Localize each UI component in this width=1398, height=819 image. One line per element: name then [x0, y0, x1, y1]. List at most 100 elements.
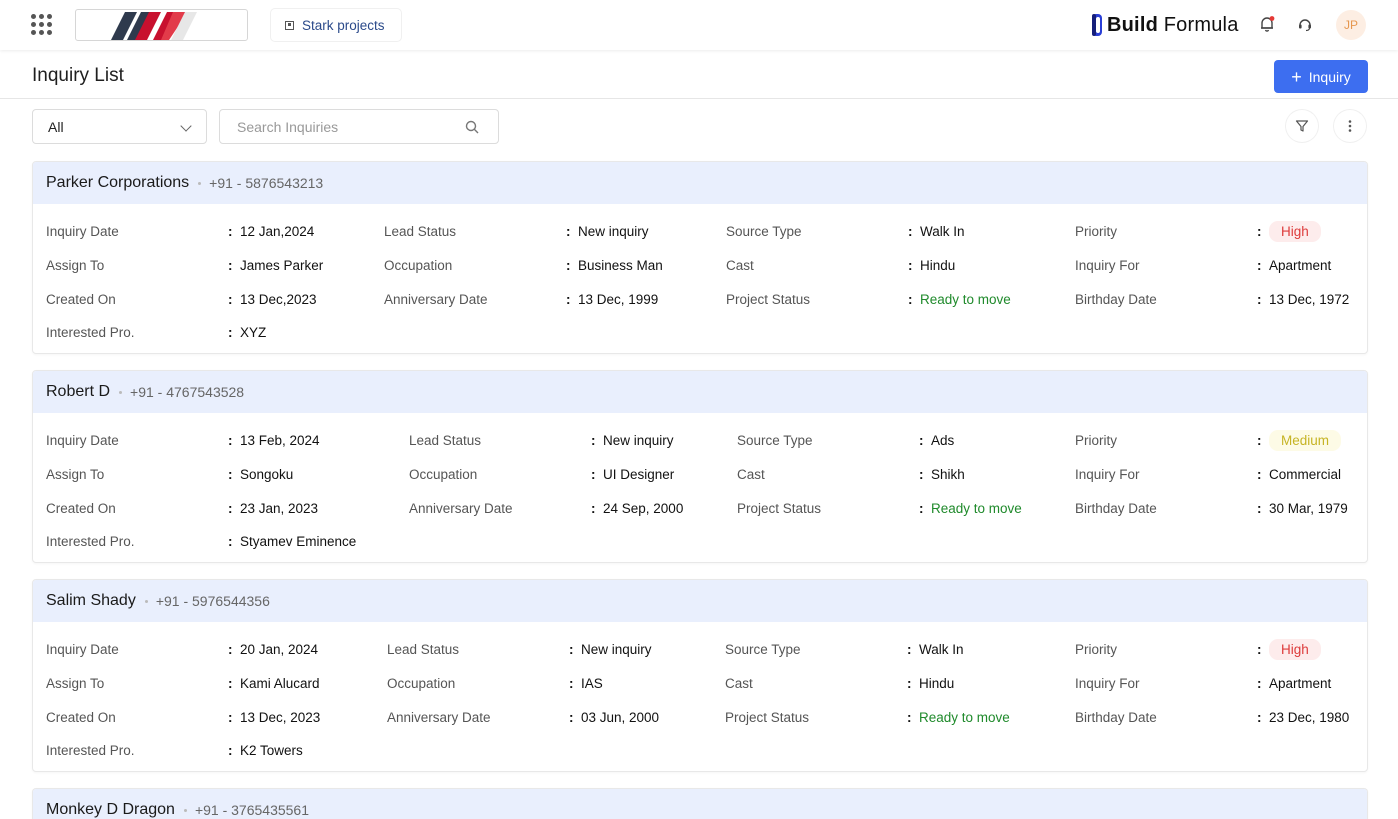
project-status-value: Ready to move: [919, 710, 1010, 725]
birthday-date-label: Birthday Date: [1075, 292, 1157, 307]
inquiry-card-header[interactable]: Robert D +91 - 4767543528: [33, 371, 1367, 413]
cast-label: Cast: [725, 676, 753, 691]
created-on-value: 13 Dec, 2023: [240, 710, 321, 725]
company-logo-mark: [111, 12, 197, 40]
colon: :: [566, 224, 571, 239]
inquiry-card[interactable]: Robert D +91 - 4767543528 Inquiry Date :…: [32, 370, 1368, 563]
search-icon[interactable]: [465, 120, 479, 134]
colon: :: [228, 501, 233, 516]
inquiry-for-label: Inquiry For: [1075, 676, 1140, 691]
inquiry-card-header[interactable]: Parker Corporations +91 - 5876543213: [33, 162, 1367, 204]
user-avatar[interactable]: JP: [1336, 10, 1366, 40]
occupation-label: Occupation: [387, 676, 456, 691]
created-on-value: 13 Dec,2023: [240, 292, 317, 307]
notification-bell-icon[interactable]: [1258, 15, 1276, 33]
colon: :: [228, 325, 233, 340]
priority-label: Priority: [1075, 433, 1118, 448]
lead-status-value: New inquiry: [578, 224, 649, 239]
colon: :: [907, 642, 912, 657]
plus-icon: +: [1291, 66, 1302, 87]
interested-pro-value: XYZ: [240, 325, 267, 340]
brand-name: Build Formula: [1107, 13, 1239, 36]
colon: :: [1257, 292, 1262, 307]
colon: :: [228, 292, 233, 307]
inquiry-card[interactable]: Salim Shady +91 - 5976544356 Inquiry Dat…: [32, 579, 1368, 772]
colon: :: [908, 292, 913, 307]
colon: :: [907, 676, 912, 691]
inquiry-card-header[interactable]: Monkey D Dragon +91 - 3765435561: [33, 789, 1367, 819]
inquiry-phone: +91 - 5876543213: [209, 175, 324, 191]
chevron-down-icon: [180, 120, 192, 132]
colon: :: [1257, 467, 1262, 482]
project-status-value: Ready to move: [920, 292, 1011, 307]
colon: :: [907, 710, 912, 725]
birthday-date-label: Birthday Date: [1075, 501, 1157, 516]
separator-dot: [183, 808, 187, 812]
separator-dot: [144, 599, 148, 603]
inquiry-date-label: Inquiry Date: [46, 433, 119, 448]
project-icon: [285, 20, 294, 30]
created-on-label: Created On: [46, 710, 116, 725]
inquiry-name: Parker Corporations: [46, 174, 190, 191]
inquiry-date-value: 12 Jan,2024: [240, 224, 315, 239]
colon: :: [228, 642, 233, 657]
assign-to-label: Assign To: [46, 258, 105, 273]
more-options-button[interactable]: [1334, 110, 1366, 142]
colon: :: [591, 433, 596, 448]
status-filter-select[interactable]: All: [32, 109, 207, 144]
company-logo[interactable]: [75, 9, 248, 41]
anniversary-date-value: 13 Dec, 1999: [578, 292, 659, 307]
lead-status-label: Lead Status: [387, 642, 460, 657]
colon: :: [1257, 224, 1262, 239]
colon: :: [1257, 676, 1262, 691]
more-vertical-icon: [1348, 120, 1352, 132]
colon: :: [1257, 258, 1262, 273]
inquiry-name: Monkey D Dragon: [46, 801, 175, 818]
inquiry-phone: +91 - 3765435561: [194, 802, 310, 818]
colon: :: [228, 224, 233, 239]
inquiry-phone: +91 - 5976544356: [155, 593, 270, 609]
add-inquiry-button[interactable]: + Inquiry: [1274, 60, 1368, 93]
source-type-value: Ads: [931, 433, 955, 448]
project-status-label: Project Status: [737, 501, 822, 516]
priority-badge: Medium: [1269, 430, 1342, 451]
inquiry-card[interactable]: Monkey D Dragon +91 - 3765435561: [32, 788, 1368, 819]
inquiry-card-header[interactable]: Salim Shady +91 - 5976544356: [33, 580, 1367, 622]
cast-label: Cast: [737, 467, 765, 482]
filter-funnel-icon: [1295, 120, 1309, 132]
anniversary-date-label: Anniversary Date: [387, 710, 491, 725]
created-on-value: 23 Jan, 2023: [240, 501, 319, 516]
apps-grid-icon[interactable]: [31, 14, 53, 36]
birthday-date-value: 30 Mar, 1979: [1269, 501, 1348, 516]
filter-button[interactable]: [1286, 110, 1318, 142]
project-selector[interactable]: Stark projects: [271, 9, 401, 41]
anniversary-date-label: Anniversary Date: [409, 501, 513, 516]
inquiry-phone: +91 - 4767543528: [130, 384, 245, 400]
inquiry-date-label: Inquiry Date: [46, 224, 119, 239]
colon: :: [228, 743, 233, 758]
search-box: [219, 109, 499, 144]
status-filter-value: All: [48, 118, 64, 135]
inquiry-card[interactable]: Parker Corporations +91 - 5876543213 Inq…: [32, 161, 1368, 354]
occupation-value: IAS: [581, 676, 603, 691]
colon: :: [569, 710, 574, 725]
birthday-date-label: Birthday Date: [1075, 710, 1157, 725]
occupation-label: Occupation: [384, 258, 453, 273]
colon: :: [919, 433, 924, 448]
lead-status-label: Lead Status: [384, 224, 457, 239]
lead-status-value: New inquiry: [603, 433, 674, 448]
search-input[interactable]: [220, 110, 450, 143]
colon: :: [228, 710, 233, 725]
project-status-label: Project Status: [726, 292, 811, 307]
colon: :: [1257, 710, 1262, 725]
separator-dot: [198, 181, 202, 185]
interested-pro-label: Interested Pro.: [46, 534, 135, 549]
inquiry-date-value: 20 Jan, 2024: [240, 642, 319, 657]
interested-pro-label: Interested Pro.: [46, 743, 135, 758]
colon: :: [908, 224, 913, 239]
source-type-value: Walk In: [920, 224, 965, 239]
colon: :: [566, 258, 571, 273]
priority-badge: High: [1269, 221, 1321, 242]
support-headset-icon[interactable]: [1297, 16, 1313, 32]
colon: :: [228, 467, 233, 482]
